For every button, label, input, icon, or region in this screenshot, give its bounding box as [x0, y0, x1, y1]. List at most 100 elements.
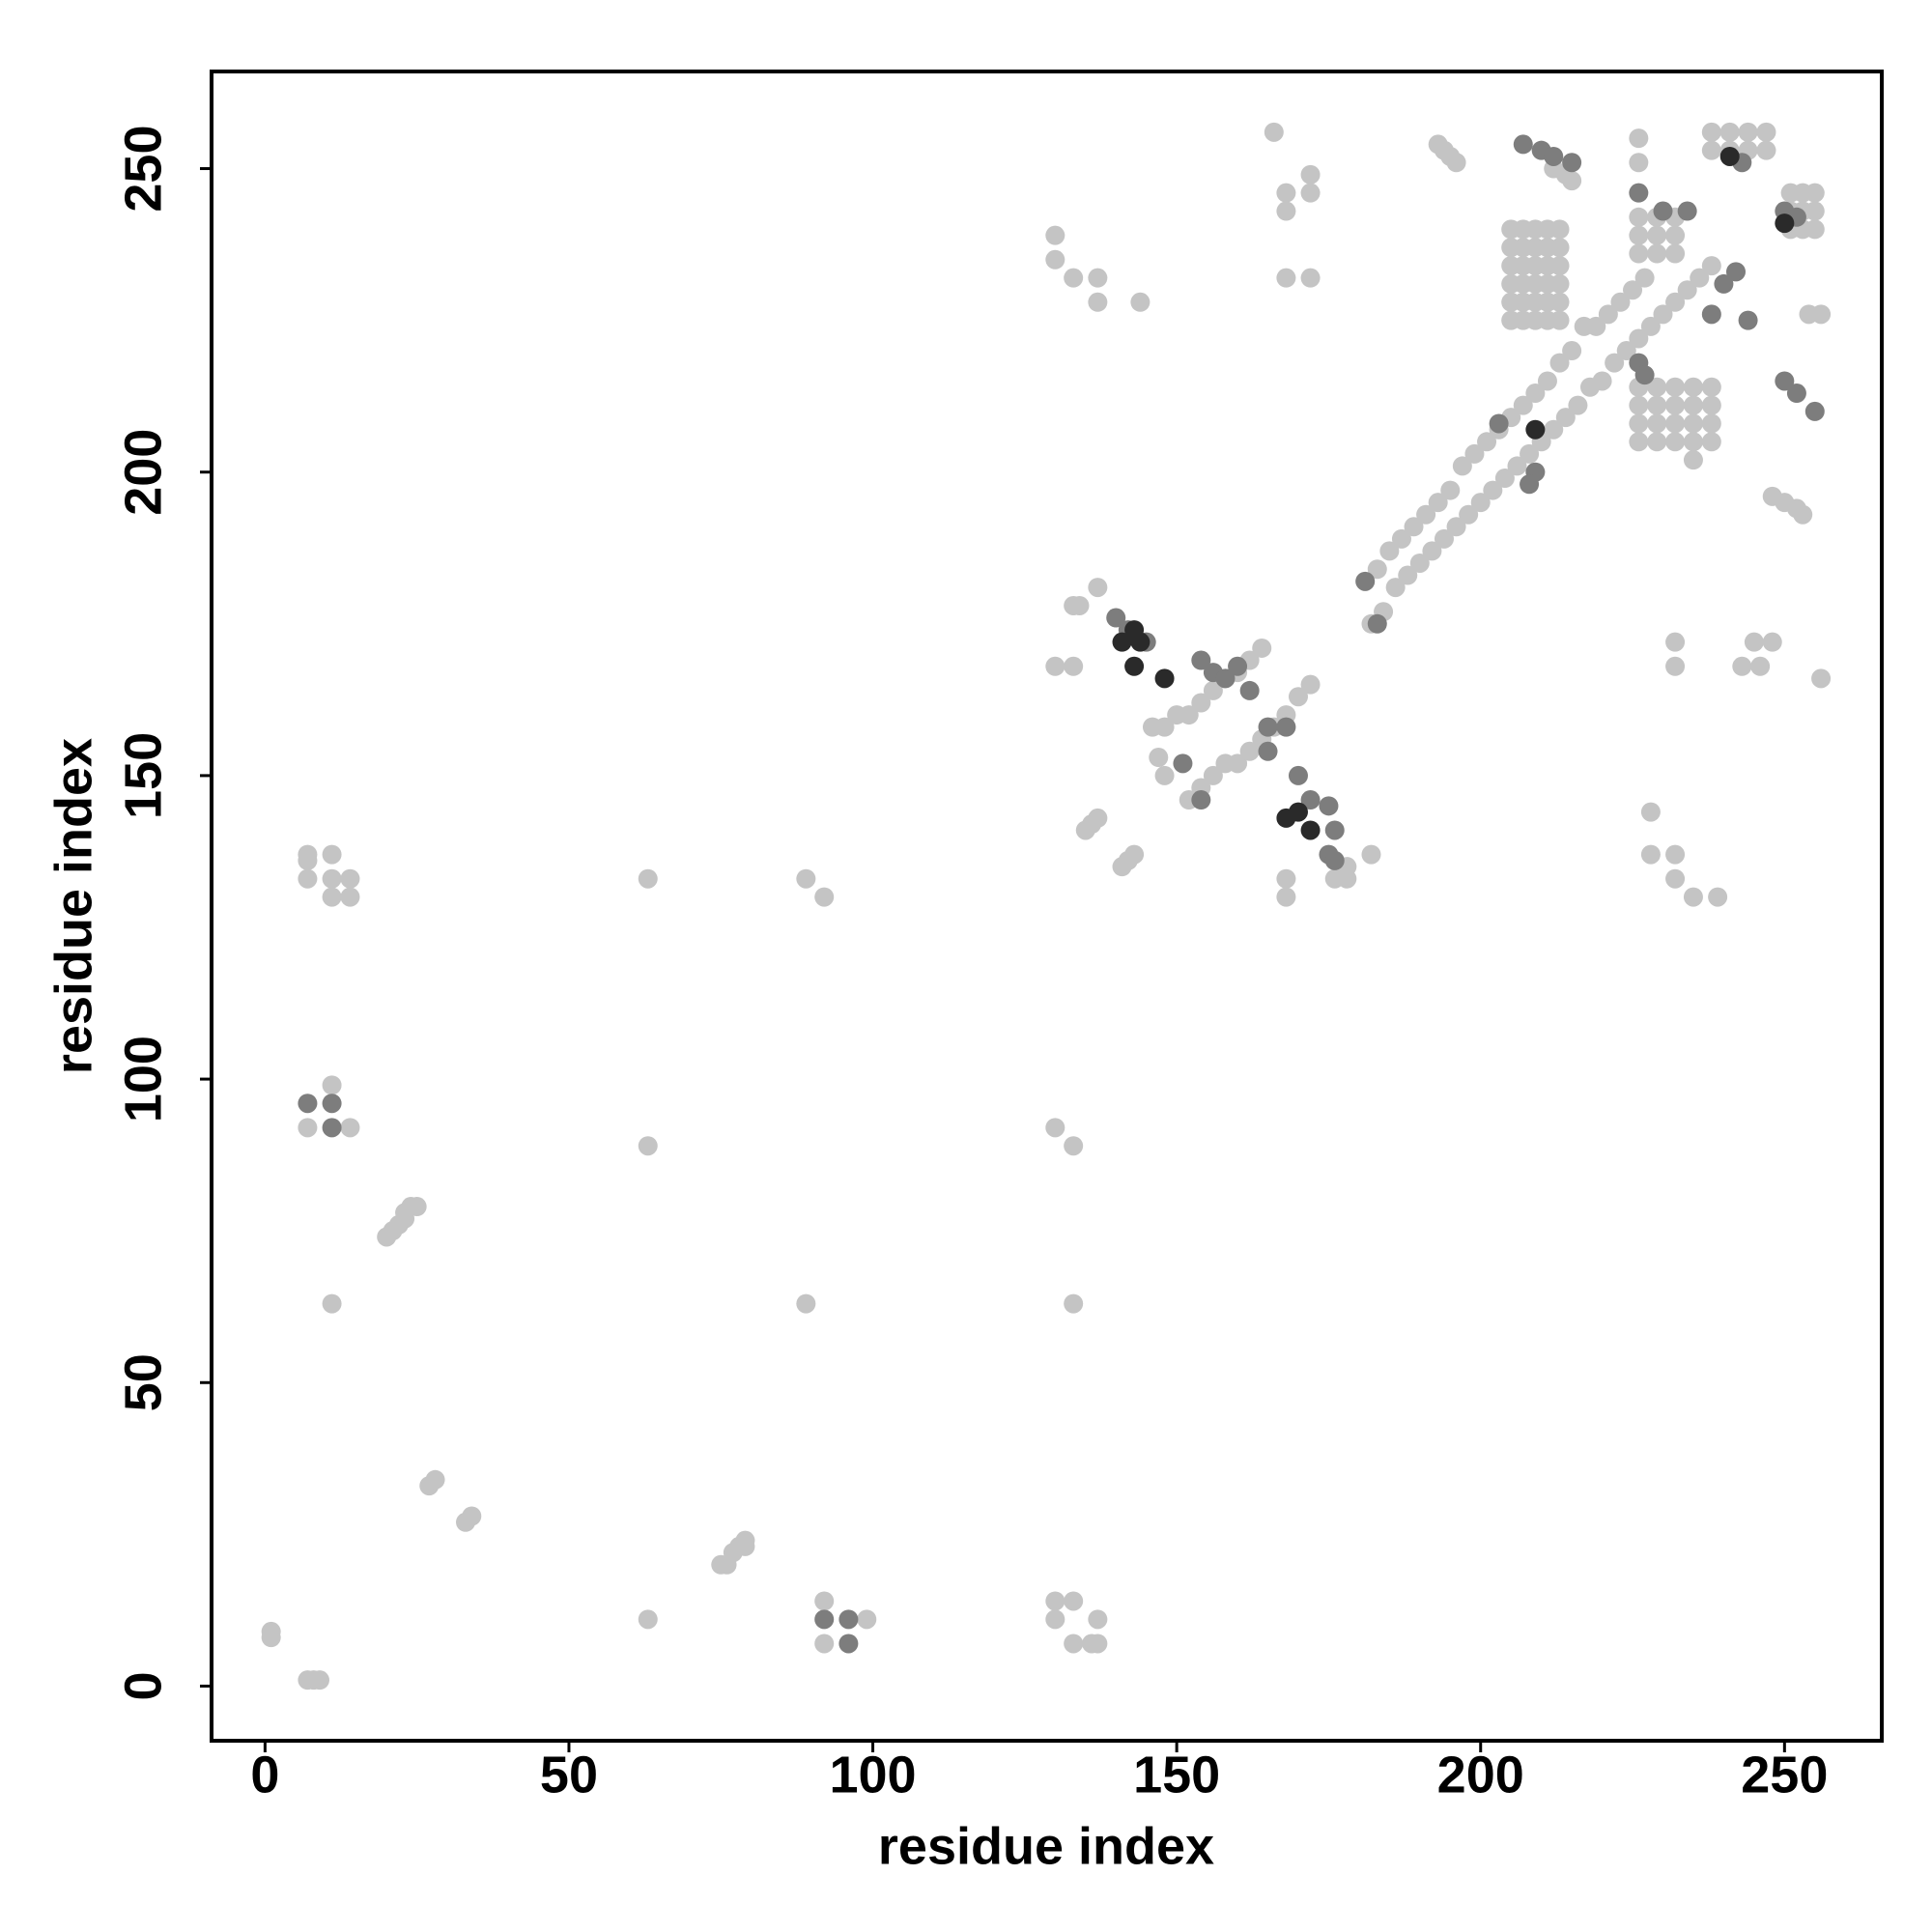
contact-point: [1544, 419, 1564, 440]
contact-point: [1124, 620, 1145, 640]
contact-point: [425, 1469, 445, 1490]
contact-point: [1416, 504, 1436, 525]
contact-point: [1756, 122, 1776, 142]
contact-point: [1549, 292, 1570, 312]
contact-point: [1276, 717, 1296, 737]
contact-point: [1653, 304, 1673, 325]
contact-point: [1647, 395, 1667, 415]
contact-point: [1507, 456, 1527, 476]
y-tick-label: 100: [114, 1036, 172, 1122]
contact-point: [1088, 1634, 1108, 1654]
contact-point: [1520, 474, 1540, 495]
contact-point: [1811, 668, 1832, 689]
contact-point: [1300, 674, 1321, 695]
contact-point: [1459, 504, 1479, 525]
contact-point: [1719, 122, 1740, 142]
contact-point: [340, 887, 360, 907]
contact-point: [1228, 656, 1248, 676]
contact-point: [1489, 413, 1509, 434]
contact-point: [1276, 183, 1296, 203]
contact-point: [1549, 238, 1570, 258]
contact-point: [1367, 559, 1387, 580]
contact-point: [1228, 753, 1248, 774]
contact-point: [1804, 201, 1825, 221]
contact-point: [1544, 146, 1564, 166]
contact-point: [1398, 565, 1418, 585]
contact-point: [462, 1506, 482, 1526]
contact-point: [1385, 578, 1406, 598]
contact-point: [1616, 341, 1636, 361]
contact-point: [1634, 365, 1655, 385]
contact-point: [1665, 632, 1686, 652]
contact-point: [1149, 748, 1169, 768]
contact-point: [1045, 225, 1065, 245]
contact-point: [1629, 183, 1649, 203]
contact-point: [1629, 413, 1649, 434]
contact-point: [340, 868, 360, 889]
contact-point: [1677, 280, 1697, 300]
contact-point: [1683, 377, 1703, 397]
contact-point: [1379, 541, 1400, 561]
contact-point: [322, 1293, 342, 1314]
contact-point: [1355, 571, 1376, 591]
contact-point: [1045, 249, 1065, 270]
contact-point: [1725, 262, 1746, 282]
contact-point: [1683, 395, 1703, 415]
contact-point: [1683, 432, 1703, 452]
contact-point: [1064, 1634, 1084, 1654]
contact-point: [1629, 225, 1649, 245]
contact-point: [1434, 528, 1454, 549]
contact-point: [1288, 687, 1308, 707]
contact-point: [1288, 802, 1308, 822]
contact-point: [1605, 353, 1625, 373]
contact-point: [1154, 668, 1175, 689]
contact-point: [1045, 656, 1065, 676]
contact-point: [1276, 201, 1296, 221]
contact-point: [298, 850, 318, 870]
contact-point: [1088, 292, 1108, 312]
contact-point: [1477, 432, 1497, 452]
contact-point: [1665, 432, 1686, 452]
contact-point: [1562, 171, 1582, 191]
contact-point: [1665, 868, 1686, 889]
contact-point: [638, 868, 658, 889]
contact-point: [1804, 183, 1825, 203]
contact-point: [1239, 741, 1260, 761]
contact-point: [1732, 656, 1752, 676]
contact-point: [1064, 1136, 1084, 1156]
contact-point: [1064, 1591, 1084, 1611]
contact-point: [1088, 578, 1108, 598]
contact-point: [1647, 432, 1667, 452]
contact-point: [1239, 680, 1260, 700]
contact-point: [322, 1094, 342, 1114]
contact-point: [1452, 456, 1472, 476]
contact-point: [1064, 268, 1084, 288]
contact-point: [1276, 887, 1296, 907]
contact-point: [1549, 310, 1570, 330]
contact-point: [1586, 316, 1606, 336]
x-tick-label: 200: [1437, 1746, 1524, 1804]
contact-point: [1300, 183, 1321, 203]
contact-point: [1629, 395, 1649, 415]
contact-point: [1714, 273, 1734, 294]
contact-point: [1422, 541, 1442, 561]
contact-point: [1276, 268, 1296, 288]
contact-point: [1683, 413, 1703, 434]
contact-point: [1719, 146, 1740, 166]
y-axis-title: residue index: [44, 738, 102, 1074]
x-tick-label: 0: [250, 1746, 279, 1804]
y-tick-label: 200: [114, 429, 172, 516]
contact-point: [1045, 1591, 1065, 1611]
contact-point: [1409, 553, 1430, 573]
plot-frame: [210, 70, 1884, 1743]
x-tick-label: 250: [1741, 1746, 1828, 1804]
contact-point: [1683, 887, 1703, 907]
contact-point: [1215, 668, 1236, 689]
contact-point: [638, 1609, 658, 1630]
contact-point: [1562, 341, 1582, 361]
contact-point: [1744, 632, 1764, 652]
contact-point: [1647, 225, 1667, 245]
contact-point: [1470, 493, 1491, 513]
contact-point: [1634, 268, 1655, 288]
